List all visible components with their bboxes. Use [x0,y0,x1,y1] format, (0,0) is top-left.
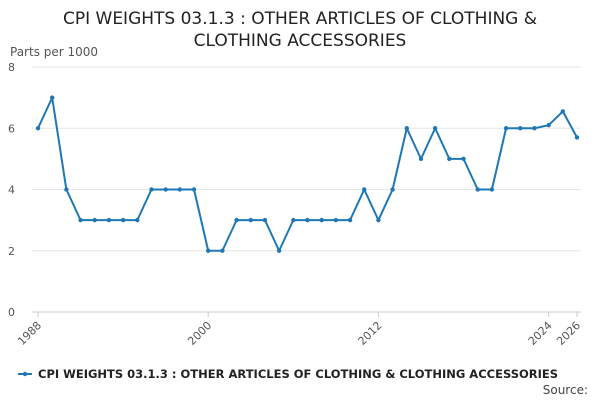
chart-title-line-1: CPI WEIGHTS 03.1.3 : OTHER ARTICLES OF C… [62,9,538,29]
x-tick-label: 2012 [356,319,385,348]
data-point[interactable] [206,248,211,253]
chart-title: CPI WEIGHTS 03.1.3 : OTHER ARTICLES OF C… [0,8,600,52]
data-point[interactable] [475,187,480,192]
legend-entry: CPI WEIGHTS 03.1.3 : OTHER ARTICLES OF C… [38,367,558,381]
y-axis-label: Parts per 1000 [10,45,98,59]
data-point[interactable] [376,217,381,223]
data-point[interactable] [163,187,168,192]
x-tick-label: 2024 [526,319,555,348]
series-layer [35,95,580,253]
data-point[interactable] [305,217,310,223]
data-point[interactable] [418,156,424,162]
x-tick-label: 2026 [554,319,583,348]
data-point[interactable] [362,187,367,192]
data-point[interactable] [149,187,154,192]
y-tick-label: 6 [8,122,15,135]
data-point[interactable] [92,217,97,223]
data-point[interactable] [248,217,253,223]
data-point[interactable] [191,187,197,192]
data-point[interactable] [574,135,580,140]
x-tick-label: 2000 [185,319,214,348]
data-point[interactable] [220,248,225,253]
chart-title-line-2: CLOTHING ACCESSORIES [193,31,407,51]
y-tick-label: 4 [8,184,15,197]
data-point[interactable] [78,217,83,223]
data-point[interactable] [291,217,296,223]
x-axis-ticks: 1988 2000 2012 2024 2026 [15,312,583,348]
data-point[interactable] [447,156,452,162]
data-point[interactable] [560,109,566,114]
data-point[interactable] [333,217,339,223]
legend-swatch-marker [22,371,28,377]
x-tick-label: 1988 [15,319,44,348]
data-point[interactable] [532,126,537,131]
data-point[interactable] [461,156,466,162]
data-point[interactable] [49,95,55,100]
data-point[interactable] [234,217,239,223]
y-tick-label: 0 [8,306,15,319]
data-point[interactable] [518,126,523,131]
data-point[interactable] [276,248,282,253]
data-point[interactable] [432,126,438,131]
y-tick-label: 8 [8,61,15,74]
series-line [37,96,578,252]
data-point[interactable] [404,126,409,131]
data-point[interactable] [64,187,69,192]
data-point[interactable] [489,187,495,192]
y-axis-ticks: 0 2 4 6 8 [8,61,15,319]
data-point[interactable] [177,187,183,192]
source-label: Source: [543,383,588,397]
data-point[interactable] [106,217,112,223]
legend[interactable]: CPI WEIGHTS 03.1.3 : OTHER ARTICLES OF C… [18,367,558,381]
y-tick-label: 2 [8,245,15,258]
data-point[interactable] [319,217,324,223]
data-point[interactable] [262,217,268,223]
data-point[interactable] [135,217,140,223]
gridlines [32,66,581,313]
data-point[interactable] [347,217,353,223]
data-point[interactable] [503,126,509,131]
data-point[interactable] [390,187,395,192]
data-point[interactable] [120,217,126,223]
data-point[interactable] [546,122,551,128]
data-point[interactable] [35,126,41,131]
